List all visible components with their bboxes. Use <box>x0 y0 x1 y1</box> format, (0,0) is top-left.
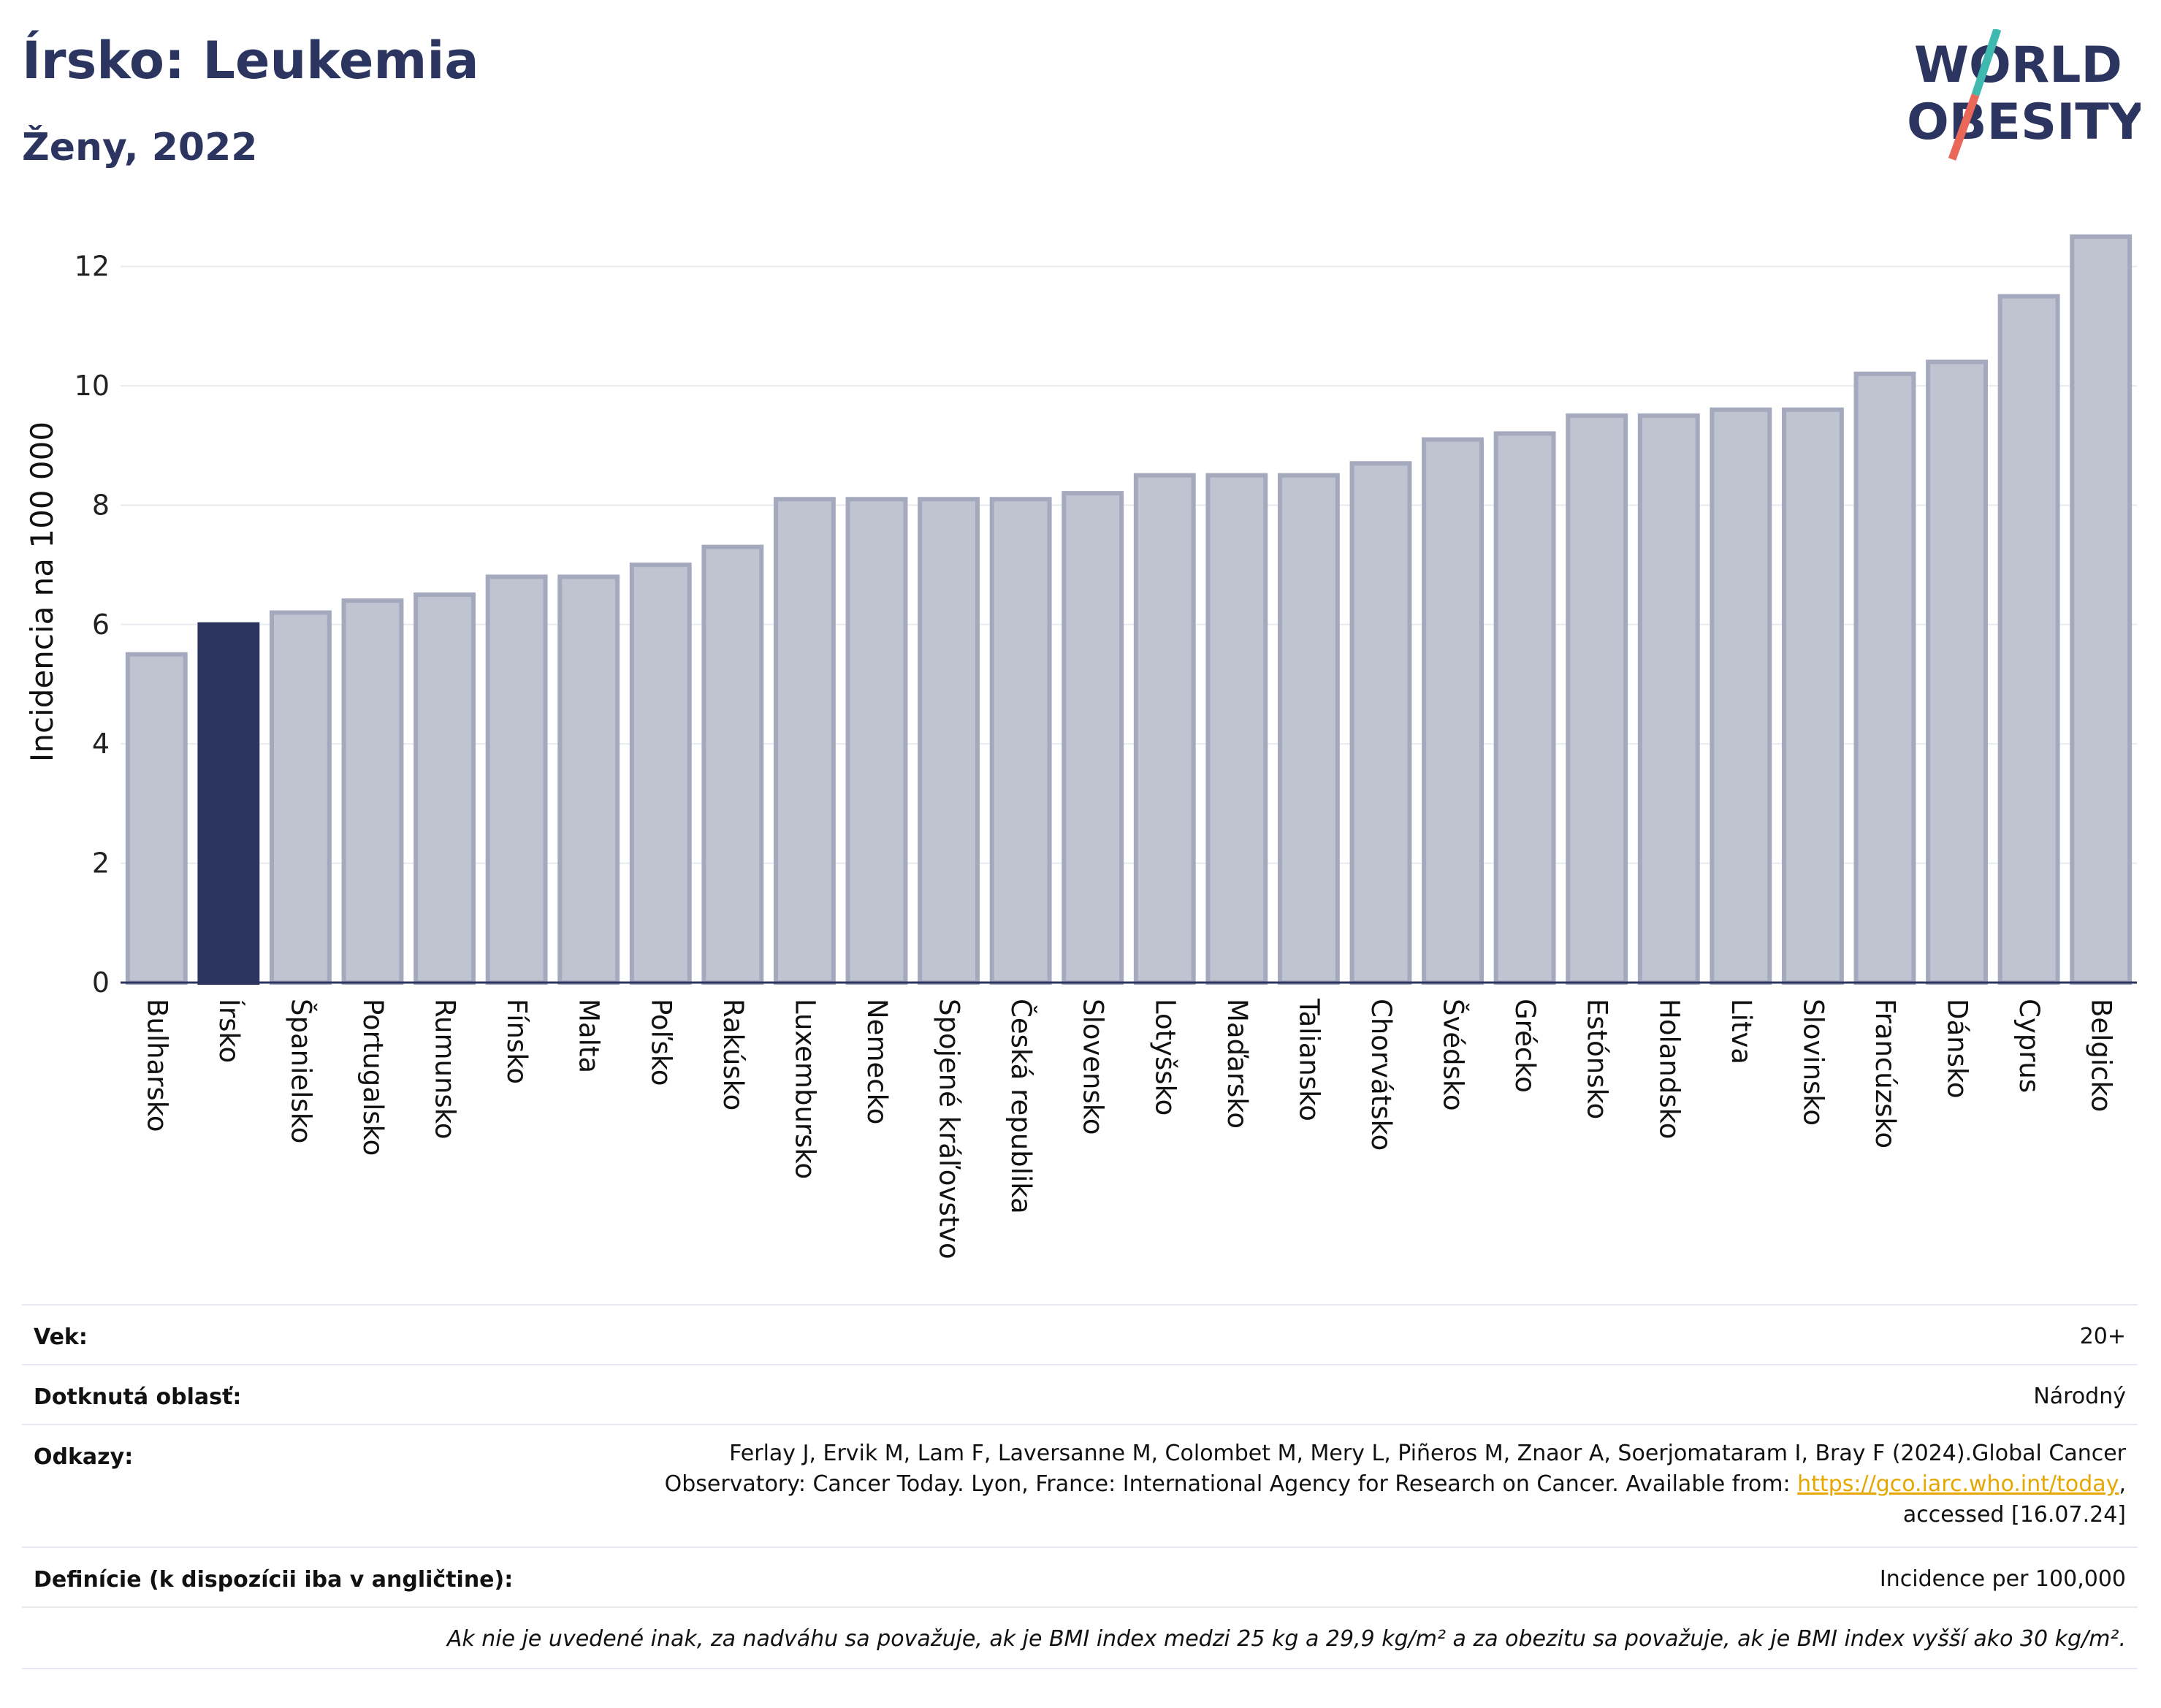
info-row-age: Vek: 20+ <box>22 1304 2138 1365</box>
x-tick-label: Estónsko <box>1582 999 1613 1119</box>
definitions-label: Definície (k dispozícii iba v angličtine… <box>34 1567 514 1593</box>
bar-23[interactable] <box>1782 407 1844 985</box>
x-tick-label: Taliansko <box>1293 998 1325 1121</box>
bar-17[interactable] <box>1349 461 1412 985</box>
info-row-definitions: Definície (k dispozícii iba v angličtine… <box>22 1547 2138 1608</box>
x-tick-label: Írsko <box>213 999 245 1063</box>
refs-line-2-text: Observatory: Cancer Today. Lyon, France:… <box>664 1471 1798 1497</box>
bar-9[interactable] <box>774 497 836 985</box>
bar-8[interactable] <box>701 544 764 985</box>
bars <box>125 234 2133 985</box>
refs-line-2-end: , <box>2119 1471 2126 1497</box>
refs-line-2: Observatory: Cancer Today. Lyon, France:… <box>373 1469 2126 1500</box>
bar-6[interactable] <box>557 574 620 985</box>
logo-world-text: WORLD <box>1914 37 2122 94</box>
info-row-area: Dotknutá oblasť: Národný <box>22 1364 2138 1425</box>
logo-slash-red <box>1948 94 1980 161</box>
x-tick-label: Chorvátsko <box>1365 999 1397 1151</box>
refs-link[interactable]: https://gco.iarc.who.int/today <box>1797 1471 2119 1497</box>
logo-obesity-text: OBESITY <box>1907 94 2141 151</box>
x-tick-label: Portugalsko <box>357 999 389 1156</box>
age-value: 20+ <box>2079 1324 2126 1349</box>
bar-1[interactable] <box>197 622 260 985</box>
bar-5[interactable] <box>485 574 548 985</box>
x-tick-label: Rumunsko <box>430 999 461 1139</box>
bar-15[interactable] <box>1205 473 1268 985</box>
x-tick-label: Dánsko <box>1942 999 1973 1099</box>
x-tick-label: Cyprus <box>2013 999 2045 1093</box>
y-tick-label: 4 <box>92 728 110 760</box>
bar-25[interactable] <box>1926 359 1988 985</box>
bar-16[interactable] <box>1278 473 1340 985</box>
bar-chart: 0 2 4 6 8 10 12 Bulharsko Írsko Španielsko Portug… <box>24 234 2137 1259</box>
x-tick-label: Luxembursko <box>789 999 820 1179</box>
page-subtitle: Ženy, 2022 <box>22 126 258 169</box>
x-tick-label: Česká republika <box>1005 999 1037 1214</box>
refs-line-3: accessed [16.07.24] <box>1902 1502 2126 1528</box>
bar-10[interactable] <box>845 497 908 985</box>
bar-24[interactable] <box>1853 371 1916 985</box>
bar-27[interactable] <box>2070 234 2133 985</box>
y-tick-labels: 0 2 4 6 8 10 12 <box>75 251 110 999</box>
bar-14[interactable] <box>1133 473 1196 985</box>
info-row-refs: Odkazy: Ferlay J, Ervik M, Lam F, Lavers… <box>22 1424 2138 1548</box>
y-tick-label: 0 <box>92 967 110 999</box>
x-tick-label: Spojené kráľovstvo <box>934 999 965 1259</box>
y-tick-label: 12 <box>75 251 110 283</box>
x-tick-label: Slovinsko <box>1797 999 1829 1126</box>
bar-22[interactable] <box>1710 407 1772 985</box>
x-tick-label: Grécko <box>1509 999 1541 1093</box>
definitions-value: Incidence per 100,000 <box>1879 1566 2126 1592</box>
bar-18[interactable] <box>1422 437 1484 985</box>
bar-21[interactable] <box>1637 413 1700 985</box>
x-tick-label: Bulharsko <box>141 999 172 1132</box>
x-tick-label: Nemecko <box>861 999 893 1124</box>
obesity-note: Ak nie je uvedené inak, za nadváhu sa po… <box>446 1626 2126 1652</box>
world-obesity-logo: WORLD OBESITY <box>1907 29 2141 161</box>
x-tick-label: Švédsko <box>1438 999 1470 1111</box>
y-tick-label: 6 <box>92 609 110 641</box>
x-tick-labels: Bulharsko Írsko Španielsko Portugalsko Rumun… <box>141 998 2116 1259</box>
x-tick-label: Rakúsko <box>717 999 749 1110</box>
bar-13[interactable] <box>1062 491 1124 985</box>
area-label: Dotknutá oblasť: <box>34 1384 242 1410</box>
logo-slash-teal <box>1971 29 2002 96</box>
x-tick-label: Fínsko <box>501 999 533 1084</box>
area-value: Národný <box>2033 1384 2126 1409</box>
y-tick-label: 2 <box>92 847 110 880</box>
x-tick-label: Slovensko <box>1078 999 1109 1135</box>
bar-2[interactable] <box>270 610 332 985</box>
x-tick-label: Belgicko <box>2086 999 2117 1112</box>
bar-7[interactable] <box>629 563 692 985</box>
info-row-note: Ak nie je uvedené inak, za nadváhu sa po… <box>22 1606 2138 1669</box>
x-tick-label: Španielsko <box>285 999 317 1143</box>
x-tick-label: Litva <box>1726 999 1757 1064</box>
y-tick-label: 10 <box>75 370 110 402</box>
bar-19[interactable] <box>1493 431 1556 985</box>
bar-12[interactable] <box>989 497 1052 985</box>
x-tick-label: Holandsko <box>1653 999 1685 1139</box>
page-title: Írsko: Leukemia <box>22 31 479 91</box>
x-tick-label: Poľsko <box>645 999 676 1086</box>
age-label: Vek: <box>34 1324 88 1350</box>
refs-value: Ferlay J, Ervik M, Lam F, Laversanne M, … <box>373 1438 2126 1530</box>
x-tick-label: Lotyšsko <box>1149 999 1181 1116</box>
bar-4[interactable] <box>413 592 476 985</box>
bar-20[interactable] <box>1566 413 1628 985</box>
refs-line-1: Ferlay J, Ervik M, Lam F, Laversanne M, … <box>729 1441 2126 1466</box>
bar-3[interactable] <box>341 598 404 985</box>
bar-0[interactable] <box>125 652 188 985</box>
bar-11[interactable] <box>918 497 980 985</box>
x-tick-label: Malta <box>573 999 605 1073</box>
refs-label: Odkazy: <box>34 1444 134 1470</box>
y-axis-label: Incidencia na 100 000 <box>24 422 60 762</box>
info-table: Vek: 20+ Dotknutá oblasť: Národný Odkazy… <box>22 1304 2138 1677</box>
y-tick-label: 8 <box>92 489 110 521</box>
bar-26[interactable] <box>1997 294 2060 985</box>
x-tick-label: Maďarsko <box>1221 999 1253 1129</box>
x-tick-label: Francúzsko <box>1870 999 1901 1148</box>
